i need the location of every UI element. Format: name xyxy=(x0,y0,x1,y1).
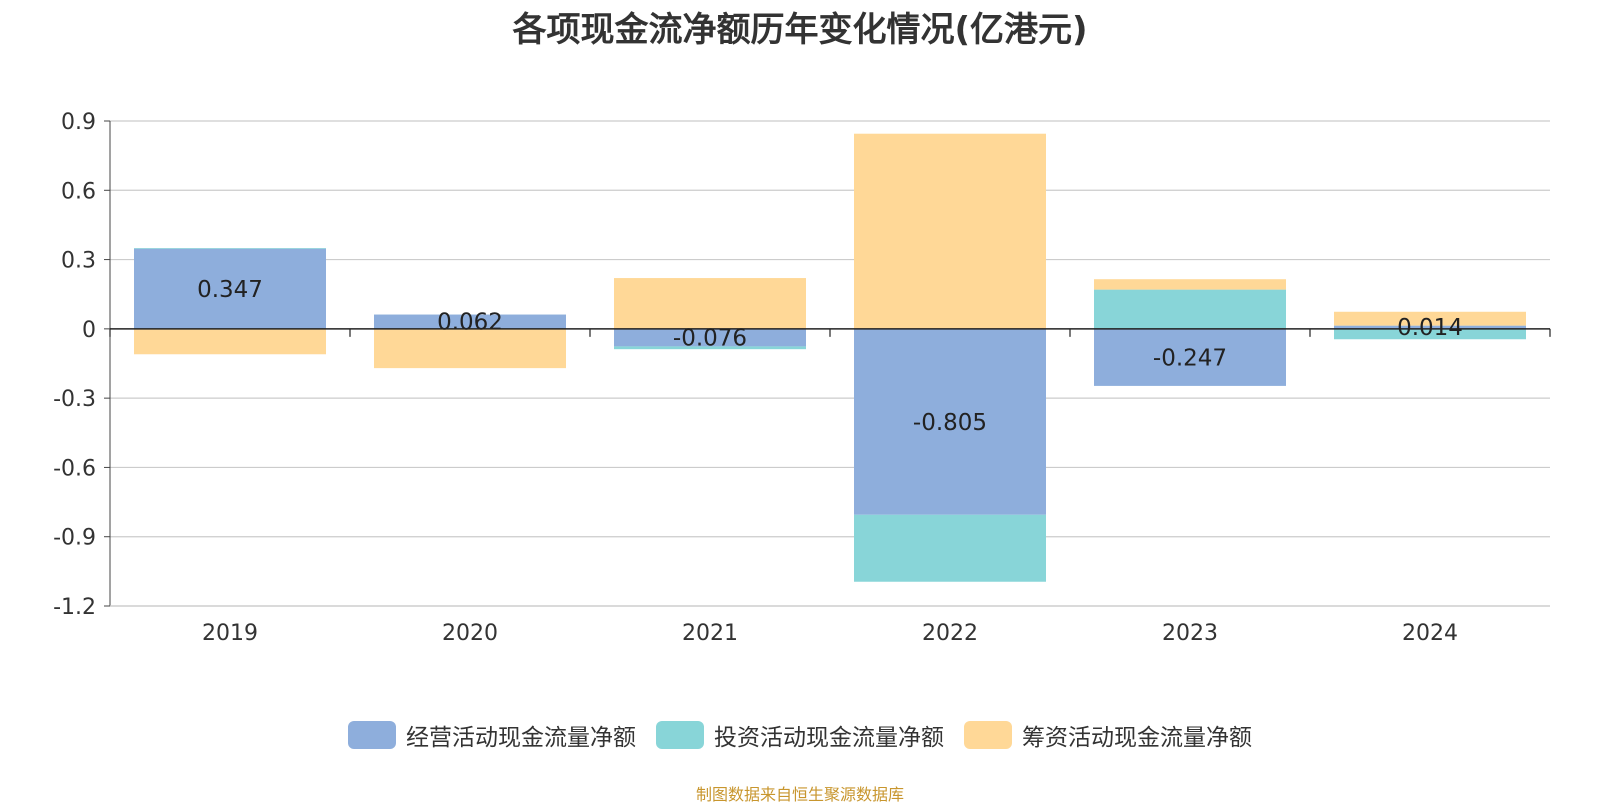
source-note: 制图数据来自恒生聚源数据库 xyxy=(695,785,904,804)
bar-series-2-2024 xyxy=(1334,311,1526,326)
y-tick-label: 0.9 xyxy=(61,110,96,135)
bar-series-0-2023 xyxy=(1094,328,1286,386)
data-label: -0.076 xyxy=(673,326,747,352)
data-label: 0.347 xyxy=(197,277,263,303)
bar-series-2-2019 xyxy=(134,328,326,355)
x-tick-label: 2020 xyxy=(442,621,498,646)
chart-title: 各项现金流净额历年变化情况(亿港元) xyxy=(512,10,1088,50)
x-tick-label: 2021 xyxy=(682,621,738,646)
y-tick-label: -1.2 xyxy=(53,595,96,620)
bar-series-1-2024 xyxy=(1334,328,1526,340)
y-tick-label: 0.3 xyxy=(61,249,96,274)
y-tick-label: -0.6 xyxy=(53,456,96,481)
y-tick-label: 0 xyxy=(82,318,96,343)
data-label: -0.805 xyxy=(913,410,987,436)
data-label: -0.247 xyxy=(1153,345,1227,371)
legend-item[interactable]: 投资活动现金流量净额 xyxy=(656,718,944,752)
x-tick-label: 2023 xyxy=(1162,621,1218,646)
bar-series-0-2024 xyxy=(1334,325,1526,329)
y-tick-label: 0.6 xyxy=(61,179,96,204)
bar-series-0-2019 xyxy=(134,248,326,329)
legend-label: 投资活动现金流量净额 xyxy=(714,725,944,751)
bar-series-2-2020 xyxy=(374,328,566,369)
bar-series-2-2021 xyxy=(614,278,806,329)
legend-item[interactable]: 经营活动现金流量净额 xyxy=(348,718,636,752)
bar-series-0-2022 xyxy=(854,328,1046,515)
bar-series-2-2022 xyxy=(854,133,1046,329)
y-tick-label: -0.3 xyxy=(53,387,96,412)
x-tick-label: 2024 xyxy=(1402,621,1458,646)
data-label: 0.014 xyxy=(1397,315,1463,341)
legend-item[interactable]: 筹资活动现金流量净额 xyxy=(964,718,1252,752)
legend-label: 筹资活动现金流量净额 xyxy=(1022,725,1252,751)
bar-series-1-2019 xyxy=(134,248,326,249)
bar-series-1-2022 xyxy=(854,514,1046,582)
x-tick-label: 2022 xyxy=(922,621,978,646)
chart-legend: 经营活动现金流量净额 投资活动现金流量净额 筹资活动现金流量净额 xyxy=(0,718,1600,752)
bar-series-1-2023 xyxy=(1094,289,1286,329)
legend-swatch xyxy=(656,721,704,749)
bar-series-2-2023 xyxy=(1094,279,1286,290)
legend-swatch xyxy=(964,721,1012,749)
y-tick-label: -0.9 xyxy=(53,526,96,551)
legend-swatch xyxy=(348,721,396,749)
bar-series-0-2020 xyxy=(374,314,566,329)
bar-series-0-2021 xyxy=(614,328,806,347)
legend-label: 经营活动现金流量净额 xyxy=(406,725,636,751)
bar-series-1-2021 xyxy=(614,346,806,350)
data-label: 0.062 xyxy=(437,310,503,336)
x-tick-label: 2019 xyxy=(202,621,258,646)
